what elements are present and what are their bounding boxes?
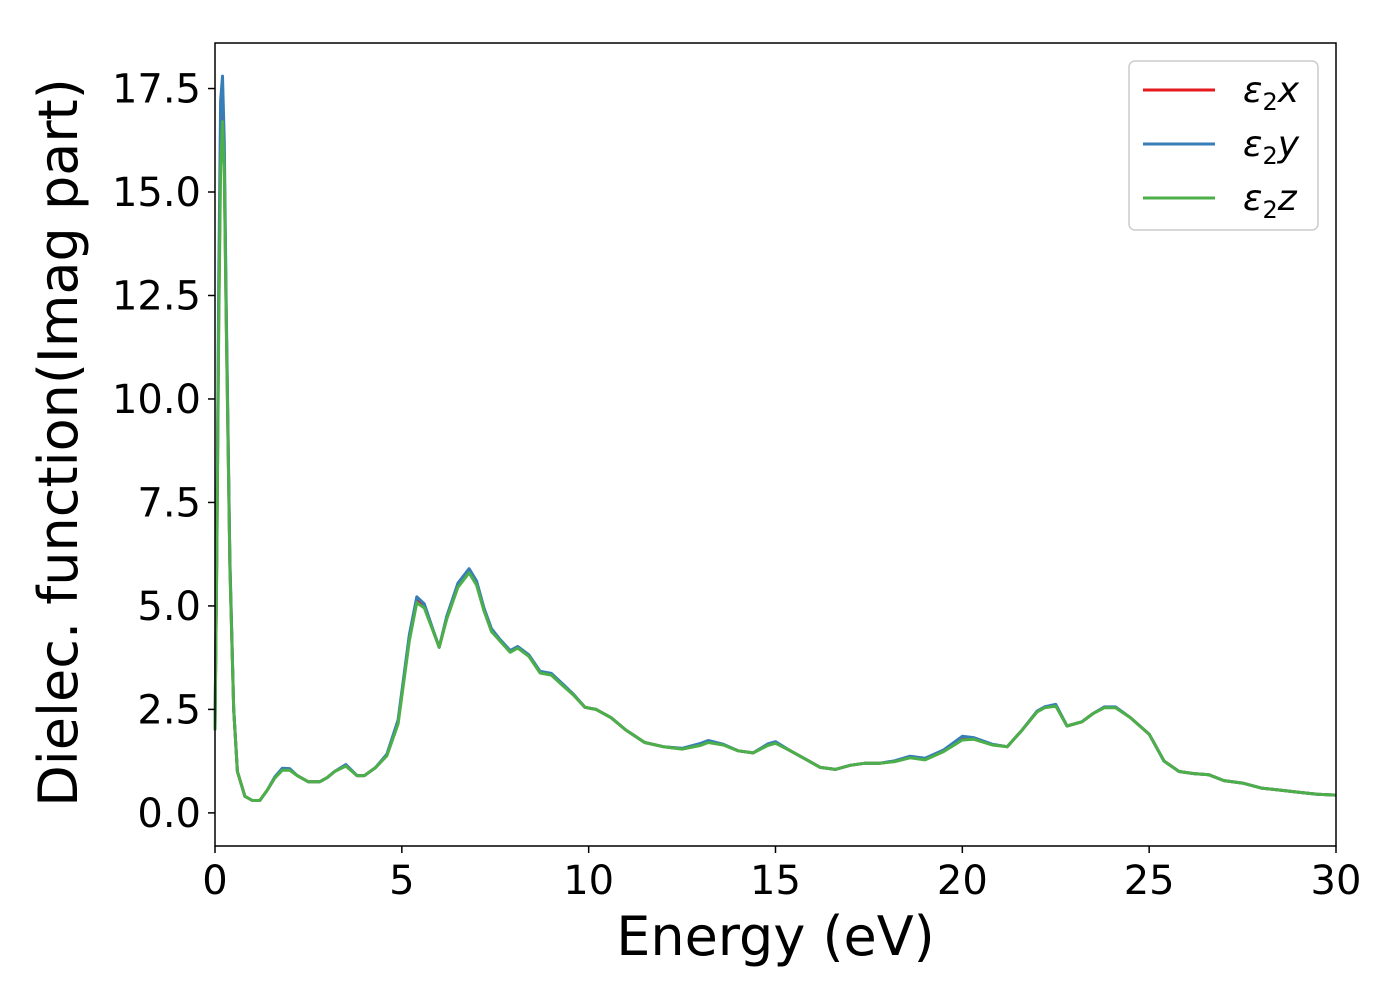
y-tick-label: 10.0 bbox=[112, 377, 201, 423]
y-tick-label: 17.5 bbox=[112, 67, 201, 113]
y-tick-label: 15.0 bbox=[112, 170, 201, 216]
x-tick-label: 20 bbox=[937, 858, 988, 904]
x-tick-label: 10 bbox=[563, 858, 614, 904]
legend-box bbox=[1128, 60, 1319, 231]
x-tick-label: 5 bbox=[389, 858, 414, 904]
x-axis-ticks: 0 5 10 15 20 25 30 bbox=[202, 846, 1361, 904]
x-axis-label: Energy (eV) bbox=[616, 905, 935, 968]
y-axis-label: Dielec. function(Imag part) bbox=[27, 78, 90, 807]
x-tick-label: 25 bbox=[1124, 858, 1175, 904]
series-line-z bbox=[213, 120, 1337, 802]
y-tick-label: 12.5 bbox=[112, 273, 201, 319]
x-tick-label: 15 bbox=[750, 858, 801, 904]
y-tick-label: 0.0 bbox=[137, 791, 201, 837]
legend-label-x: ε2x bbox=[1243, 70, 1300, 116]
y-tick-label: 2.5 bbox=[137, 687, 201, 733]
plot-lines bbox=[213, 74, 1337, 802]
legend: ε2x ε2y ε2z bbox=[1128, 60, 1319, 231]
y-axis-ticks: 0.0 2.5 5.0 7.5 10.0 12.5 15.0 17.5 bbox=[112, 67, 215, 837]
y-tick-label: 5.0 bbox=[137, 584, 201, 630]
x-tick-label: 30 bbox=[1311, 858, 1362, 904]
x-tick-label: 0 bbox=[202, 858, 227, 904]
legend-label-z: ε2z bbox=[1243, 178, 1298, 224]
legend-label-y: ε2y bbox=[1243, 124, 1300, 170]
y-tick-label: 7.5 bbox=[137, 480, 201, 526]
